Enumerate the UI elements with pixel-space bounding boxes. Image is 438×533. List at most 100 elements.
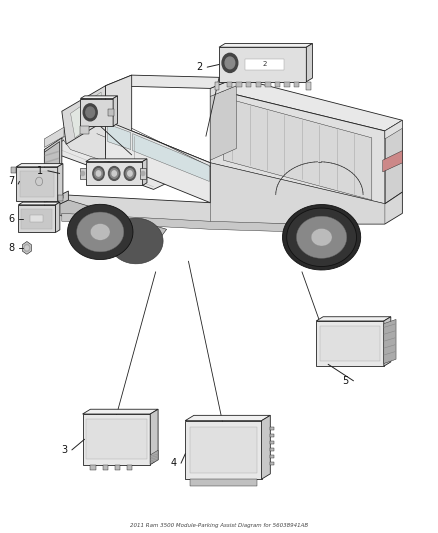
Bar xyxy=(246,82,251,87)
Polygon shape xyxy=(306,44,312,82)
Polygon shape xyxy=(384,317,391,366)
Polygon shape xyxy=(143,159,147,185)
Circle shape xyxy=(86,107,95,118)
Polygon shape xyxy=(190,479,257,486)
Polygon shape xyxy=(80,126,89,134)
Circle shape xyxy=(109,166,120,180)
Bar xyxy=(227,82,232,87)
Bar xyxy=(320,326,380,361)
Bar xyxy=(190,427,257,473)
Polygon shape xyxy=(22,241,32,254)
Circle shape xyxy=(110,168,118,178)
Polygon shape xyxy=(383,151,403,172)
Polygon shape xyxy=(150,409,158,465)
Bar xyxy=(127,465,132,470)
Polygon shape xyxy=(311,229,332,246)
Polygon shape xyxy=(210,78,237,96)
Polygon shape xyxy=(67,204,133,260)
Text: 1: 1 xyxy=(37,166,43,176)
Circle shape xyxy=(141,171,145,175)
Circle shape xyxy=(112,171,117,176)
Polygon shape xyxy=(185,415,270,421)
Circle shape xyxy=(126,168,134,178)
Polygon shape xyxy=(215,82,219,90)
Polygon shape xyxy=(133,134,209,181)
Polygon shape xyxy=(62,120,210,182)
Polygon shape xyxy=(81,99,113,126)
Polygon shape xyxy=(44,120,210,189)
Polygon shape xyxy=(56,202,60,232)
Polygon shape xyxy=(16,164,63,167)
Bar xyxy=(270,441,274,444)
Polygon shape xyxy=(82,414,150,465)
Polygon shape xyxy=(18,202,60,205)
Circle shape xyxy=(81,171,85,175)
Circle shape xyxy=(128,171,132,176)
Bar xyxy=(270,455,274,458)
Polygon shape xyxy=(44,127,64,148)
Circle shape xyxy=(96,171,101,176)
Polygon shape xyxy=(306,82,311,90)
Circle shape xyxy=(222,53,238,72)
Bar xyxy=(245,59,285,70)
Text: 5: 5 xyxy=(343,376,349,386)
Text: 2011 Ram 3500 Module-Parking Assist Diagram for 56038941AB: 2011 Ram 3500 Module-Parking Assist Diag… xyxy=(130,523,308,528)
Text: 3: 3 xyxy=(61,445,67,455)
Bar xyxy=(21,208,53,229)
Polygon shape xyxy=(106,75,237,88)
Polygon shape xyxy=(44,138,62,205)
Polygon shape xyxy=(44,142,60,188)
Bar xyxy=(141,168,146,179)
Circle shape xyxy=(210,444,224,461)
Text: 2: 2 xyxy=(263,61,267,68)
Bar xyxy=(90,465,95,470)
Polygon shape xyxy=(44,200,166,241)
Circle shape xyxy=(95,168,102,178)
Polygon shape xyxy=(77,212,124,252)
Circle shape xyxy=(225,57,235,69)
Polygon shape xyxy=(150,450,158,465)
Bar xyxy=(270,434,274,437)
Polygon shape xyxy=(210,163,385,224)
Polygon shape xyxy=(86,159,147,161)
Bar xyxy=(270,448,274,451)
Text: 4: 4 xyxy=(170,458,176,468)
Polygon shape xyxy=(58,164,63,201)
Polygon shape xyxy=(261,415,270,479)
Bar xyxy=(270,427,274,430)
Bar xyxy=(80,168,86,179)
Polygon shape xyxy=(109,218,163,264)
Polygon shape xyxy=(45,151,59,157)
Circle shape xyxy=(25,246,28,250)
Polygon shape xyxy=(219,44,312,47)
Polygon shape xyxy=(45,158,59,164)
Polygon shape xyxy=(90,224,110,240)
Bar xyxy=(86,419,147,459)
Polygon shape xyxy=(316,317,391,321)
Bar xyxy=(275,82,280,87)
Bar xyxy=(265,82,271,87)
Polygon shape xyxy=(185,421,261,479)
Text: 6: 6 xyxy=(9,214,14,224)
Polygon shape xyxy=(210,88,385,204)
Bar xyxy=(285,82,290,87)
Text: 7: 7 xyxy=(8,176,15,187)
Polygon shape xyxy=(287,208,357,266)
Bar xyxy=(30,215,43,222)
Polygon shape xyxy=(45,171,59,177)
Bar xyxy=(256,82,261,87)
Polygon shape xyxy=(62,213,297,232)
Polygon shape xyxy=(316,321,384,366)
Bar xyxy=(270,462,274,465)
Polygon shape xyxy=(385,120,403,139)
Polygon shape xyxy=(113,96,117,126)
Bar xyxy=(108,109,114,116)
Polygon shape xyxy=(108,124,131,150)
Text: 2: 2 xyxy=(196,62,202,72)
Polygon shape xyxy=(71,92,101,138)
Polygon shape xyxy=(62,86,106,144)
Polygon shape xyxy=(18,205,56,232)
Circle shape xyxy=(124,166,136,180)
Circle shape xyxy=(83,104,97,121)
Polygon shape xyxy=(58,195,63,201)
